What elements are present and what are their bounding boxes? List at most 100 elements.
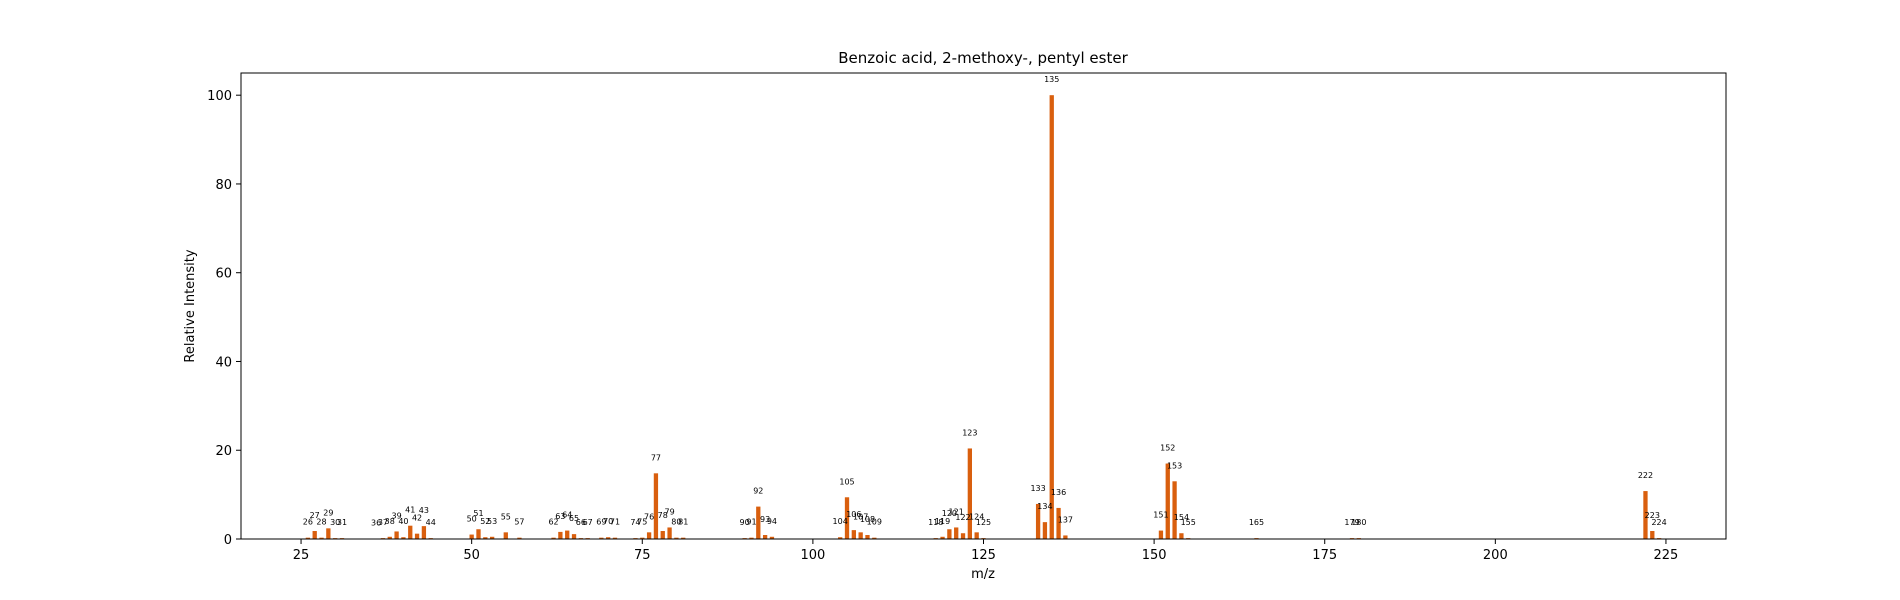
x-axis-title: m/z	[971, 567, 995, 582]
peak-label-39: 39	[392, 511, 402, 520]
peak-bar-81	[681, 537, 686, 539]
peak-label-50: 50	[467, 515, 477, 524]
peak-bar-41	[408, 525, 413, 539]
peak-label-66: 66	[576, 518, 586, 527]
plot-frame	[240, 72, 1727, 540]
peak-bar-76	[646, 532, 652, 539]
peak-label-36: 36	[371, 519, 381, 528]
peak-label-94: 94	[767, 517, 777, 526]
x-tick-label-100: 100	[800, 548, 825, 563]
peak-label-119: 119	[935, 517, 950, 526]
peak-bar-80	[674, 537, 679, 539]
peak-label-26: 26	[303, 518, 313, 527]
peak-label-79: 79	[664, 507, 674, 516]
peak-label-76: 76	[644, 512, 654, 521]
peak-bar-153	[1172, 481, 1177, 539]
peak-label-109: 109	[867, 518, 882, 527]
peak-bar-137	[1063, 535, 1068, 539]
x-tick-label-75: 75	[634, 548, 651, 563]
peak-label-90: 90	[740, 518, 750, 527]
y-tick-label-40: 40	[215, 355, 232, 370]
peak-bar-40	[401, 537, 406, 539]
peak-label-74: 74	[630, 518, 640, 527]
peak-label-134: 134	[1037, 502, 1052, 511]
peak-label-151: 151	[1153, 511, 1168, 520]
peak-bar-151	[1158, 530, 1164, 539]
peak-bar-135	[1049, 95, 1054, 539]
peak-bar-64	[565, 530, 570, 539]
peak-label-51: 51	[473, 509, 483, 518]
peak-label-120: 120	[942, 509, 957, 518]
peak-bar-52	[483, 537, 488, 539]
peak-bar-42	[414, 533, 420, 539]
peak-label-42: 42	[412, 514, 422, 523]
peak-bar-104	[838, 537, 843, 539]
x-tick-label-25: 25	[293, 548, 310, 563]
peak-bar-119	[940, 536, 945, 539]
peak-label-37: 37	[378, 518, 388, 527]
peak-bar-43	[421, 526, 427, 539]
peak-bar-70	[606, 537, 611, 539]
peak-label-223: 223	[1645, 511, 1660, 520]
peak-label-44: 44	[426, 518, 436, 527]
peak-label-28: 28	[316, 518, 326, 527]
peak-label-64: 64	[562, 511, 572, 520]
peak-bar-109	[872, 537, 877, 539]
peak-label-155: 155	[1181, 518, 1196, 527]
peak-label-77: 77	[651, 453, 661, 462]
peak-label-152: 152	[1160, 444, 1175, 453]
peak-bar-91	[749, 537, 754, 539]
peak-label-106: 106	[846, 510, 861, 519]
peak-bar-55	[503, 532, 508, 539]
peak-label-105: 105	[839, 477, 854, 486]
peak-bar-105	[844, 497, 850, 539]
peak-label-133: 133	[1030, 484, 1045, 493]
peak-bar-92	[756, 506, 761, 539]
peak-bar-65	[571, 534, 577, 539]
peak-label-154: 154	[1174, 513, 1189, 522]
peak-label-29: 29	[323, 508, 333, 517]
peak-bar-53	[489, 536, 495, 539]
peak-bar-57	[517, 537, 522, 539]
peak-label-71: 71	[610, 518, 620, 527]
peak-label-53: 53	[487, 517, 497, 526]
peak-bar-222	[1643, 491, 1648, 539]
peak-label-108: 108	[860, 515, 875, 524]
y-tick-label-100: 100	[207, 89, 232, 104]
peak-label-179: 179	[1344, 518, 1359, 527]
peak-bar-107	[858, 532, 863, 539]
peak-label-30: 30	[330, 518, 340, 527]
peak-label-122: 122	[955, 513, 970, 522]
peak-label-80: 80	[671, 518, 681, 527]
peak-bar-75	[640, 537, 645, 539]
peak-bar-71	[612, 537, 618, 539]
peak-bar-124	[974, 532, 979, 539]
peak-bar-29	[326, 528, 331, 539]
peak-label-224: 224	[1651, 518, 1666, 527]
peak-label-70: 70	[603, 517, 613, 526]
peak-label-121: 121	[949, 507, 964, 516]
peak-label-81: 81	[678, 518, 688, 527]
peak-label-62: 62	[548, 518, 558, 527]
peak-label-124: 124	[969, 512, 984, 521]
peak-label-55: 55	[501, 512, 511, 521]
peak-label-107: 107	[853, 512, 868, 521]
peak-bar-77	[653, 473, 659, 539]
peak-label-78: 78	[658, 511, 668, 520]
peak-bar-154	[1179, 533, 1184, 539]
peak-label-57: 57	[514, 518, 524, 527]
peak-label-69: 69	[596, 518, 606, 527]
peak-bar-78	[660, 531, 665, 539]
peak-label-27: 27	[310, 511, 320, 520]
peak-label-135: 135	[1044, 75, 1059, 84]
peak-label-91: 91	[746, 518, 756, 527]
peak-bar-62	[551, 537, 556, 539]
peak-bar-69	[599, 537, 604, 539]
peak-label-43: 43	[419, 506, 429, 515]
chart-title: Benzoic acid, 2-methoxy-, pentyl ester	[838, 49, 1128, 67]
x-tick-label-150: 150	[1142, 548, 1167, 563]
peak-bar-26	[305, 537, 311, 539]
peak-label-65: 65	[569, 514, 579, 523]
peak-label-38: 38	[385, 517, 395, 526]
